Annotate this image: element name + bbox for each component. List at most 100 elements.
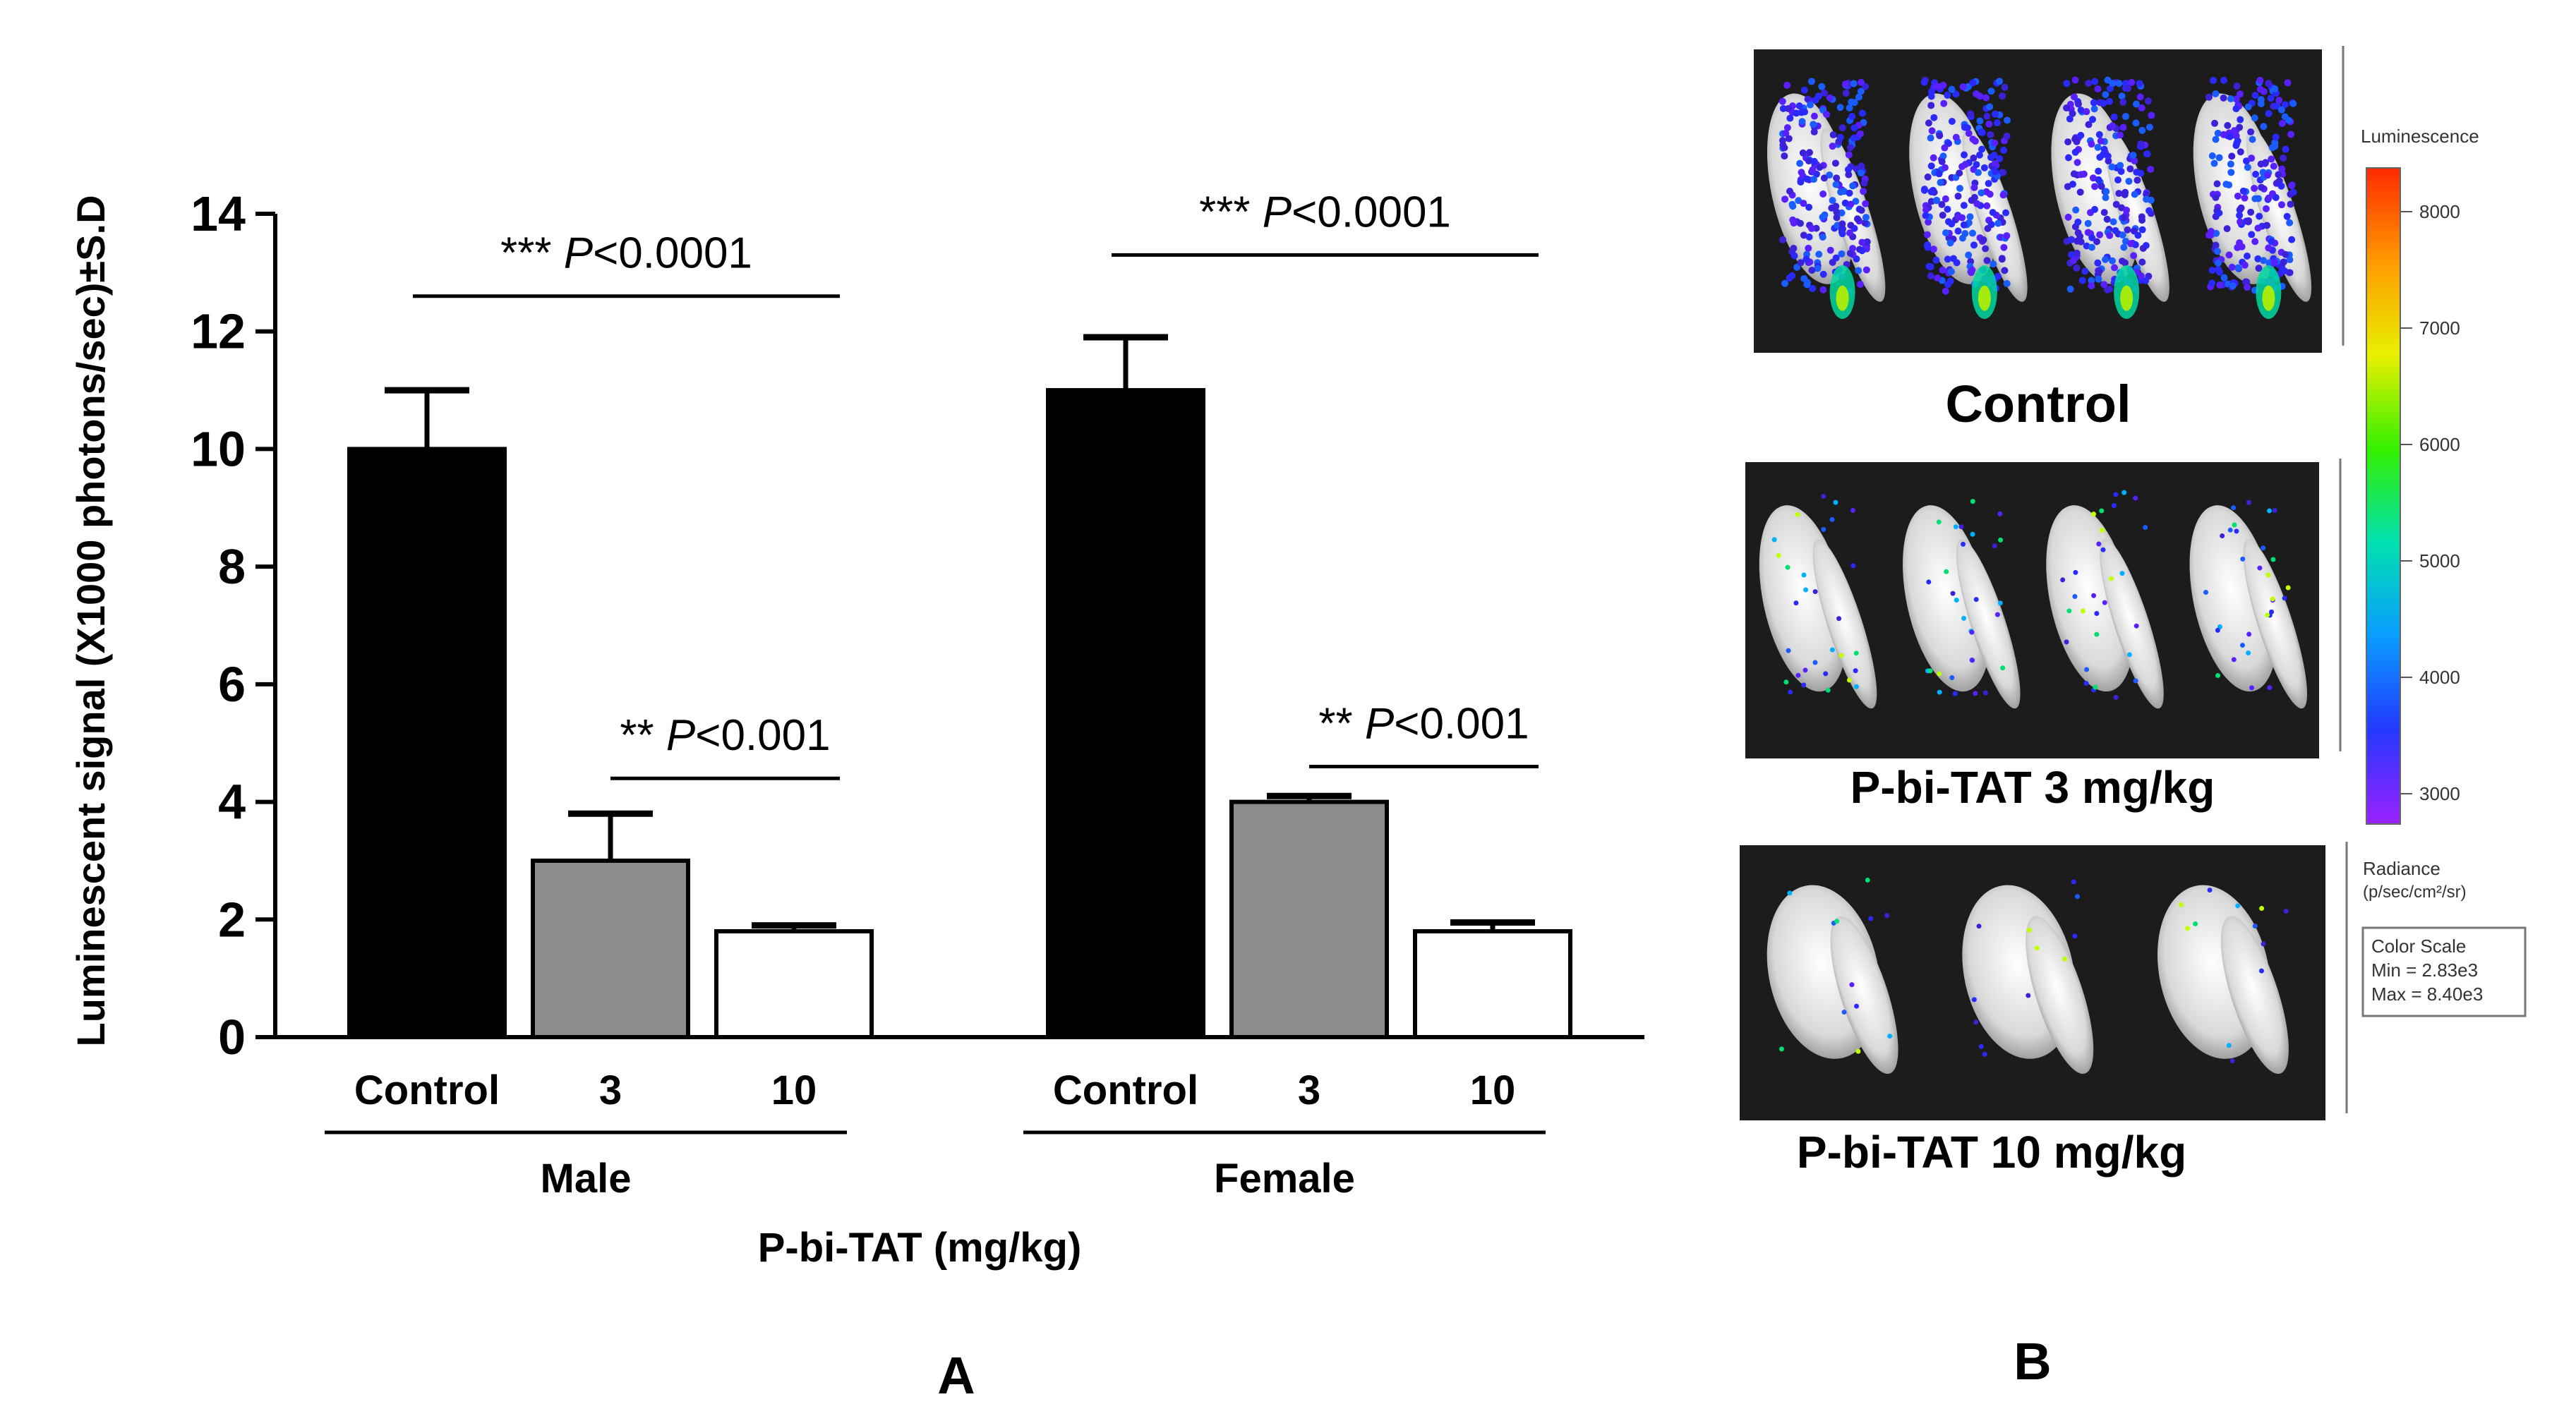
signal-dot	[2100, 99, 2107, 107]
signal-dot	[2260, 257, 2268, 265]
signal-dot	[2252, 924, 2258, 929]
signal-dot	[1781, 279, 1789, 287]
signal-dot	[2099, 508, 2105, 514]
signal-dot	[2129, 152, 2137, 159]
signal-dot	[1922, 212, 1930, 219]
signal-dot	[2094, 611, 2100, 617]
signal-dot	[1941, 144, 1949, 152]
signal-dot	[1838, 653, 1844, 658]
signal-dot	[1804, 95, 1812, 103]
signal-dot	[2062, 104, 2070, 111]
signal-dot	[1975, 151, 1983, 159]
signal-dot	[2138, 126, 2146, 134]
signal-dot	[2272, 133, 2280, 141]
signal-dot	[2137, 169, 2145, 177]
signal-dot	[2066, 285, 2074, 293]
signal-dot	[2286, 219, 2294, 226]
significance-stars: **	[1318, 700, 1364, 749]
signal-dot	[2119, 231, 2126, 239]
signal-dot	[1862, 214, 1870, 222]
signal-dot	[1861, 219, 1869, 226]
signal-dot	[1920, 186, 1928, 193]
signal-dot	[2102, 188, 2110, 195]
signal-dot	[2203, 590, 2209, 595]
signal-dot	[1939, 211, 1946, 219]
signal-dot	[1999, 169, 2007, 176]
signal-dot	[2275, 97, 2283, 104]
signal-dot	[1858, 207, 1865, 214]
signal-core	[1836, 285, 1849, 311]
signal-dot	[2212, 193, 2220, 201]
signal-dot	[2185, 926, 2191, 931]
signal-dot	[2072, 933, 2078, 939]
signal-dot	[1810, 176, 1817, 183]
signal-dot	[2210, 159, 2218, 167]
signal-dot	[2268, 238, 2275, 246]
signal-dot	[1930, 246, 1937, 253]
significance-stars: **	[620, 711, 666, 760]
signal-dot	[2133, 495, 2138, 501]
signal-dot	[2001, 83, 2009, 91]
signal-dot	[2239, 187, 2247, 195]
signal-dot	[2285, 116, 2292, 124]
signal-dot	[2071, 76, 2079, 84]
signal-dot	[1976, 924, 1982, 929]
signal-dot	[1947, 267, 1955, 275]
signal-dot	[1803, 175, 1811, 183]
signal-dot	[1833, 208, 1841, 216]
signal-dot	[1857, 169, 1865, 177]
bars	[347, 334, 1572, 1040]
signal-dot	[2094, 143, 2102, 151]
signal-dot	[2062, 956, 2067, 962]
signal-dot	[1803, 281, 1811, 289]
signal-dot	[1809, 285, 1817, 293]
signal-dot	[1836, 133, 1844, 141]
signal-dot	[2259, 906, 2265, 912]
signal-dot	[2217, 624, 2222, 629]
signal-dot	[1961, 161, 1969, 169]
signal-dot	[1939, 266, 1946, 274]
signal-dot	[2108, 163, 2116, 171]
signal-dot	[2237, 148, 2244, 156]
signal-dot	[2095, 167, 2102, 175]
signal-dot	[1970, 658, 1975, 663]
signal-dot	[1850, 80, 1858, 87]
group-label: Male	[541, 1156, 632, 1202]
signal-dot	[2071, 879, 2076, 885]
signal-dot	[1932, 197, 1940, 205]
colorbar-scale	[2366, 167, 2401, 825]
signal-dot	[1826, 246, 1834, 254]
signal-dot	[1850, 124, 1858, 132]
signal-dot	[1789, 202, 1797, 210]
signal-dot	[2205, 93, 2213, 101]
x-tick-label: 3	[599, 1067, 622, 1113]
signal-dot	[1862, 266, 1870, 274]
y-tick-label: 8	[218, 539, 246, 594]
signal-dot	[1858, 109, 1866, 117]
signal-dot	[2193, 921, 2198, 926]
signal-dot	[1853, 650, 1859, 656]
signal-dot	[1821, 526, 1826, 532]
signal-dot	[2244, 164, 2251, 171]
colorbar-tick-label: 3000	[2419, 783, 2460, 804]
signal-dot	[1833, 500, 1838, 505]
x-axis-labels: Control 3 10 Male Control 3 10 Female	[325, 1067, 1546, 1202]
signal-dot	[2244, 284, 2251, 291]
signal-dot	[1970, 531, 1975, 537]
signal-dot	[2077, 131, 2085, 139]
signal-dot	[2138, 104, 2145, 112]
signal-dot	[2272, 507, 2277, 513]
signal-dot	[2251, 184, 2258, 192]
signal-dot	[1841, 1010, 1847, 1015]
signal-dot	[1987, 87, 1995, 95]
signal-dot	[2256, 212, 2263, 220]
signal-dot	[2102, 194, 2109, 202]
signal-dot	[2278, 165, 2286, 173]
signal-dot	[1961, 541, 1966, 547]
signal-dot	[1848, 112, 1856, 120]
p-value: <0.001	[1394, 700, 1529, 749]
signal-dot	[1828, 204, 1836, 212]
signal-dot	[2133, 678, 2138, 684]
signal-dot	[2124, 85, 2132, 92]
signal-dot	[2124, 226, 2131, 234]
